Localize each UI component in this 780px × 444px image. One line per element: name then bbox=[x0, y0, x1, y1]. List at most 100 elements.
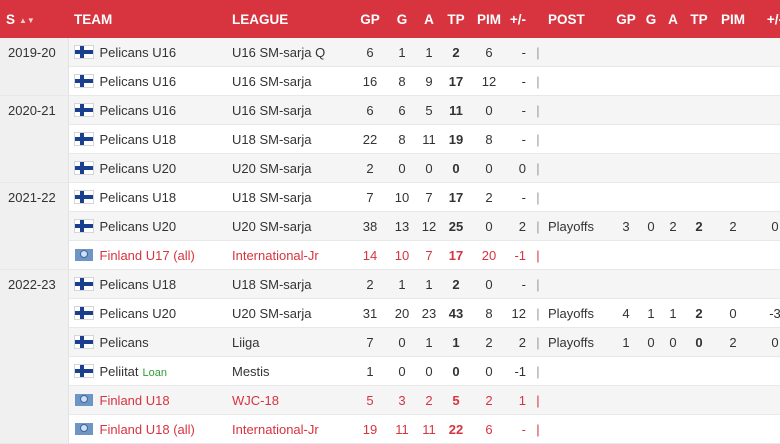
col-header-post-a[interactable]: A bbox=[662, 0, 684, 38]
team-cell[interactable]: Pelicans U20 bbox=[68, 298, 226, 328]
post-gp-cell bbox=[612, 38, 640, 67]
team-cell[interactable]: Pelicans U18 bbox=[68, 124, 226, 154]
a-cell: 2 bbox=[416, 385, 442, 415]
post-g-cell bbox=[640, 356, 662, 386]
g-cell: 11 bbox=[388, 414, 416, 444]
col-header-g[interactable]: G bbox=[388, 0, 416, 38]
team-cell[interactable]: Finland U18 bbox=[68, 385, 226, 415]
team-cell[interactable]: Pelicans bbox=[68, 327, 226, 357]
team-cell[interactable]: Pelicans U16 bbox=[68, 66, 226, 96]
col-header-post-tp[interactable]: TP bbox=[684, 0, 714, 38]
team-name[interactable]: Pelicans U18 bbox=[99, 131, 177, 147]
team-name[interactable]: Pelicans U20 bbox=[99, 160, 177, 176]
league-cell[interactable]: Mestis bbox=[226, 356, 352, 386]
col-header-season[interactable]: S ▲▼ bbox=[0, 0, 68, 38]
post-cell bbox=[546, 269, 612, 299]
post-tp-cell bbox=[684, 385, 714, 415]
team-name[interactable]: Finland U18 (all) bbox=[99, 421, 195, 437]
post-pim-cell bbox=[714, 385, 752, 415]
col-header-post-pim[interactable]: PIM bbox=[714, 0, 752, 38]
post-cell bbox=[546, 153, 612, 183]
tp-cell: 17 bbox=[442, 182, 470, 212]
finland-flag-icon bbox=[74, 277, 93, 290]
team-name[interactable]: Pelicans U16 bbox=[99, 73, 177, 89]
separator: | bbox=[530, 298, 546, 328]
col-header-post[interactable]: POST bbox=[546, 0, 612, 38]
league-cell[interactable]: U18 SM-sarja bbox=[226, 269, 352, 299]
team-name[interactable]: Pelicans U18 bbox=[99, 189, 177, 205]
team-cell[interactable]: Finland U18 (all) bbox=[68, 414, 226, 444]
table-row: Pelicans U16 U16 SM-sarja 16 8 9 17 12 -… bbox=[0, 66, 780, 96]
league-cell[interactable]: WJC-18 bbox=[226, 385, 352, 415]
col-header-pim[interactable]: PIM bbox=[470, 0, 508, 38]
team-cell[interactable]: Pelicans U18 bbox=[68, 182, 226, 212]
post-gp-cell bbox=[612, 385, 640, 415]
gp-cell: 38 bbox=[352, 211, 388, 241]
league-cell[interactable]: U20 SM-sarja bbox=[226, 211, 352, 241]
team-cell[interactable]: Pelicans U16 bbox=[68, 38, 226, 67]
post-plus-minus-cell bbox=[752, 66, 780, 96]
league-cell[interactable]: U16 SM-sarja Q bbox=[226, 38, 352, 67]
col-header-gp[interactable]: GP bbox=[352, 0, 388, 38]
post-pim-cell bbox=[714, 240, 752, 270]
col-header-post-plus-minus[interactable]: +/- bbox=[752, 0, 780, 38]
col-header-league[interactable]: LEAGUE bbox=[226, 0, 352, 38]
team-name[interactable]: Pelicans U20 bbox=[99, 305, 177, 321]
separator: | bbox=[530, 356, 546, 386]
table-row: Pelicans U20 U20 SM-sarja 38 13 12 25 0 … bbox=[0, 211, 780, 241]
pim-cell: 2 bbox=[470, 182, 508, 212]
post-gp-cell: 3 bbox=[612, 211, 640, 241]
col-header-post-g[interactable]: G bbox=[640, 0, 662, 38]
team-name[interactable]: Peliitat bbox=[99, 363, 139, 379]
post-tp-cell: 2 bbox=[684, 298, 714, 328]
team-cell[interactable]: Pelicans U20 bbox=[68, 153, 226, 183]
plus-minus-cell: 1 bbox=[508, 385, 530, 415]
a-cell: 11 bbox=[416, 124, 442, 154]
team-name[interactable]: Finland U18 bbox=[99, 392, 170, 408]
team-name[interactable]: Pelicans U16 bbox=[99, 102, 177, 118]
gp-cell: 6 bbox=[352, 95, 388, 125]
col-header-post-gp[interactable]: GP bbox=[612, 0, 640, 38]
team-name[interactable]: Finland U17 (all) bbox=[99, 247, 195, 263]
tp-cell: 0 bbox=[442, 356, 470, 386]
team-name[interactable]: Pelicans bbox=[99, 334, 149, 350]
league-cell[interactable]: U20 SM-sarja bbox=[226, 153, 352, 183]
league-cell[interactable]: U18 SM-sarja bbox=[226, 182, 352, 212]
team-name[interactable]: Pelicans U18 bbox=[99, 276, 177, 292]
post-pim-cell: 2 bbox=[714, 211, 752, 241]
team-cell[interactable]: Pelicans U18 bbox=[68, 269, 226, 299]
finland-flag-icon bbox=[74, 103, 93, 116]
col-header-a[interactable]: A bbox=[416, 0, 442, 38]
team-cell[interactable]: Pelicans U16 bbox=[68, 95, 226, 125]
league-cell[interactable]: Liiga bbox=[226, 327, 352, 357]
tp-cell: 0 bbox=[442, 153, 470, 183]
league-cell[interactable]: International-Jr bbox=[226, 414, 352, 444]
col-header-team[interactable]: TEAM bbox=[68, 0, 226, 38]
gp-cell: 7 bbox=[352, 182, 388, 212]
col-header-tp[interactable]: TP bbox=[442, 0, 470, 38]
league-cell[interactable]: U18 SM-sarja bbox=[226, 124, 352, 154]
team-name[interactable]: Pelicans U20 bbox=[99, 218, 177, 234]
post-g-cell: 0 bbox=[640, 211, 662, 241]
table-row: Finland U18 (all) International-Jr 19 11… bbox=[0, 414, 780, 444]
sort-arrows-icon[interactable]: ▲▼ bbox=[19, 15, 35, 25]
team-cell[interactable]: Finland U17 (all) bbox=[68, 240, 226, 270]
post-tp-cell bbox=[684, 38, 714, 67]
a-cell: 7 bbox=[416, 182, 442, 212]
post-a-cell bbox=[662, 124, 684, 154]
team-cell[interactable]: Pelicans U20 bbox=[68, 211, 226, 241]
col-header-plus-minus[interactable]: +/- bbox=[508, 0, 530, 38]
league-cell[interactable]: U20 SM-sarja bbox=[226, 298, 352, 328]
gp-cell: 6 bbox=[352, 38, 388, 67]
a-cell: 7 bbox=[416, 240, 442, 270]
post-g-cell bbox=[640, 153, 662, 183]
post-pim-cell bbox=[714, 66, 752, 96]
separator: | bbox=[530, 38, 546, 67]
team-name[interactable]: Pelicans U16 bbox=[99, 44, 177, 60]
team-cell[interactable]: Peliitat Loan bbox=[68, 356, 226, 386]
league-cell[interactable]: International-Jr bbox=[226, 240, 352, 270]
league-cell[interactable]: U16 SM-sarja bbox=[226, 66, 352, 96]
post-g-cell bbox=[640, 66, 662, 96]
table-row: Pelicans U20 U20 SM-sarja 2 0 0 0 0 0 | bbox=[0, 153, 780, 183]
league-cell[interactable]: U16 SM-sarja bbox=[226, 95, 352, 125]
